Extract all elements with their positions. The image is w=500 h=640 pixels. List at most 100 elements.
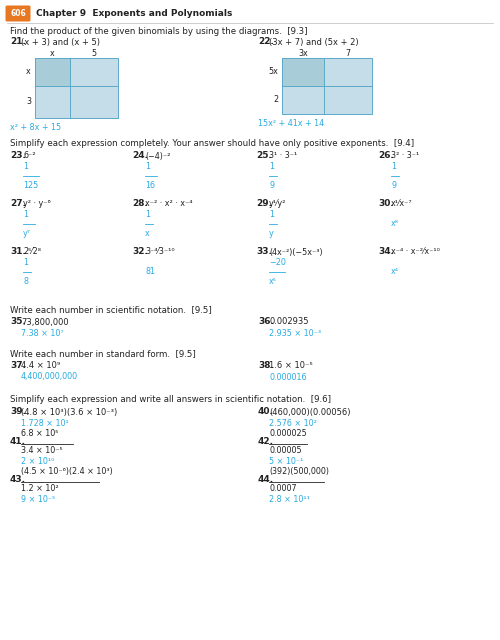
Text: 2.576 × 10²: 2.576 × 10² bbox=[269, 419, 317, 428]
Text: 22.: 22. bbox=[258, 38, 274, 47]
Text: 42.: 42. bbox=[258, 438, 274, 447]
Text: 27.: 27. bbox=[10, 200, 26, 209]
Text: 37.: 37. bbox=[10, 362, 26, 371]
Text: 41.: 41. bbox=[10, 438, 26, 447]
Text: 2⁵⁄2⁸: 2⁵⁄2⁸ bbox=[23, 248, 41, 257]
Text: 3x: 3x bbox=[298, 49, 308, 58]
Bar bbox=[35, 58, 70, 86]
Text: (−4)⁻²: (−4)⁻² bbox=[145, 152, 171, 161]
Text: 1.6 × 10⁻⁵: 1.6 × 10⁻⁵ bbox=[269, 362, 313, 371]
Text: 15x² + 41x + 14: 15x² + 41x + 14 bbox=[258, 120, 324, 129]
Text: 23.: 23. bbox=[10, 152, 26, 161]
Text: 2.8 × 10¹¹: 2.8 × 10¹¹ bbox=[269, 495, 310, 504]
Text: (4x⁻²)(−5x⁻³): (4x⁻²)(−5x⁻³) bbox=[269, 248, 322, 257]
Text: 0.000025: 0.000025 bbox=[269, 429, 307, 438]
Text: 2: 2 bbox=[273, 95, 278, 104]
Text: Simplify each expression and write all answers in scientific notation.  [9.6]: Simplify each expression and write all a… bbox=[10, 396, 331, 404]
Text: 0.002935: 0.002935 bbox=[269, 317, 308, 326]
Text: 7: 7 bbox=[346, 49, 350, 58]
Text: y¹⁄y²: y¹⁄y² bbox=[269, 200, 286, 209]
Text: 6.8 × 10⁵: 6.8 × 10⁵ bbox=[21, 429, 59, 438]
Bar bbox=[35, 58, 118, 118]
Text: x⁻² · x² · x⁻⁴: x⁻² · x² · x⁻⁴ bbox=[145, 200, 192, 209]
Text: 7.38 × 10⁷: 7.38 × 10⁷ bbox=[21, 328, 63, 337]
Text: Write each number in standard form.  [9.5]: Write each number in standard form. [9.5… bbox=[10, 349, 196, 358]
Text: 5 × 10⁻¹: 5 × 10⁻¹ bbox=[269, 458, 304, 467]
Text: 9: 9 bbox=[269, 181, 274, 190]
Text: 1: 1 bbox=[23, 210, 28, 219]
Text: x: x bbox=[50, 49, 55, 58]
Text: y: y bbox=[269, 229, 274, 238]
Text: 2 × 10¹⁰: 2 × 10¹⁰ bbox=[21, 458, 54, 467]
Text: 81: 81 bbox=[145, 268, 155, 276]
Text: (392)(500,000): (392)(500,000) bbox=[269, 467, 329, 476]
FancyBboxPatch shape bbox=[6, 6, 30, 22]
Text: 3.4 × 10⁻⁵: 3.4 × 10⁻⁵ bbox=[21, 446, 62, 455]
Text: Chapter 9  Exponents and Polynomials: Chapter 9 Exponents and Polynomials bbox=[36, 9, 232, 18]
Text: y² · y⁻⁶: y² · y⁻⁶ bbox=[23, 200, 51, 209]
Text: 5: 5 bbox=[92, 49, 96, 58]
Text: (4.8 × 10³)(3.6 × 10⁻³): (4.8 × 10³)(3.6 × 10⁻³) bbox=[21, 408, 117, 417]
Text: 5x: 5x bbox=[268, 67, 278, 77]
Text: 43.: 43. bbox=[10, 476, 26, 484]
Text: 26.: 26. bbox=[378, 152, 394, 161]
Text: 33.: 33. bbox=[256, 248, 272, 257]
Text: Write each number in scientific notation.  [9.5]: Write each number in scientific notation… bbox=[10, 305, 212, 314]
Text: x⁴: x⁴ bbox=[391, 268, 399, 276]
Text: 8: 8 bbox=[23, 277, 28, 286]
Text: 0.00005: 0.00005 bbox=[269, 446, 302, 455]
Text: 4,400,000,000: 4,400,000,000 bbox=[21, 372, 78, 381]
Text: 21.: 21. bbox=[10, 38, 26, 47]
Text: (460,000)(0.00056): (460,000)(0.00056) bbox=[269, 408, 350, 417]
Bar bbox=[282, 58, 324, 86]
Text: x⁸: x⁸ bbox=[391, 220, 399, 228]
Text: 25.: 25. bbox=[256, 152, 272, 161]
Text: 3: 3 bbox=[26, 97, 31, 106]
Text: x⁵: x⁵ bbox=[269, 277, 277, 286]
Text: x: x bbox=[145, 229, 150, 238]
Text: 1: 1 bbox=[145, 210, 150, 219]
Text: 4.4 × 10⁹: 4.4 × 10⁹ bbox=[21, 362, 60, 371]
Text: x² + 8x + 15: x² + 8x + 15 bbox=[10, 124, 61, 132]
Text: 9 × 10⁻⁵: 9 × 10⁻⁵ bbox=[21, 495, 55, 504]
Text: 0.0007: 0.0007 bbox=[269, 484, 296, 493]
Text: y⁷: y⁷ bbox=[23, 229, 31, 238]
Text: 1: 1 bbox=[23, 162, 28, 171]
Text: 38.: 38. bbox=[258, 362, 274, 371]
Text: 606: 606 bbox=[10, 9, 26, 18]
Text: 40.: 40. bbox=[258, 408, 274, 417]
Bar bbox=[282, 58, 372, 114]
Text: 1.728 × 10¹: 1.728 × 10¹ bbox=[21, 419, 69, 428]
Text: 3¹ · 3⁻¹: 3¹ · 3⁻¹ bbox=[269, 152, 297, 161]
Text: 16: 16 bbox=[145, 181, 155, 190]
Text: x⁻⁴ · x⁻²⁄x⁻¹⁰: x⁻⁴ · x⁻²⁄x⁻¹⁰ bbox=[391, 248, 440, 257]
Text: 73,800,000: 73,800,000 bbox=[21, 317, 68, 326]
Text: 2.935 × 10⁻³: 2.935 × 10⁻³ bbox=[269, 328, 321, 337]
Text: 1: 1 bbox=[391, 162, 396, 171]
Text: x: x bbox=[26, 67, 31, 77]
Text: 36.: 36. bbox=[258, 317, 274, 326]
Text: 0.000016: 0.000016 bbox=[269, 372, 306, 381]
Text: 1: 1 bbox=[23, 258, 28, 267]
Text: 35.: 35. bbox=[10, 317, 26, 326]
Text: 125: 125 bbox=[23, 181, 38, 190]
Text: 31.: 31. bbox=[10, 248, 26, 257]
Text: 1: 1 bbox=[145, 162, 150, 171]
Text: 9: 9 bbox=[391, 181, 396, 190]
Text: Simplify each expression completely. Your answer should have only positive expon: Simplify each expression completely. You… bbox=[10, 140, 414, 148]
Text: (3x + 7) and (5x + 2): (3x + 7) and (5x + 2) bbox=[269, 38, 358, 47]
Text: 44.: 44. bbox=[258, 476, 274, 484]
Text: −20: −20 bbox=[269, 258, 286, 267]
Text: 34.: 34. bbox=[378, 248, 394, 257]
Text: 3² · 3⁻¹: 3² · 3⁻¹ bbox=[391, 152, 419, 161]
Text: 1: 1 bbox=[269, 162, 274, 171]
Text: 3⁻⁴⁄3⁻¹⁰: 3⁻⁴⁄3⁻¹⁰ bbox=[145, 248, 174, 257]
Text: 30.: 30. bbox=[378, 200, 394, 209]
Text: Find the product of the given binomials by using the diagrams.  [9.3]: Find the product of the given binomials … bbox=[10, 26, 308, 35]
Text: 24.: 24. bbox=[132, 152, 148, 161]
Text: 28.: 28. bbox=[132, 200, 148, 209]
Text: 29.: 29. bbox=[256, 200, 272, 209]
Text: 39.: 39. bbox=[10, 408, 26, 417]
Text: 1.2 × 10²: 1.2 × 10² bbox=[21, 484, 59, 493]
Text: x¹⁄x⁻⁷: x¹⁄x⁻⁷ bbox=[391, 200, 412, 209]
